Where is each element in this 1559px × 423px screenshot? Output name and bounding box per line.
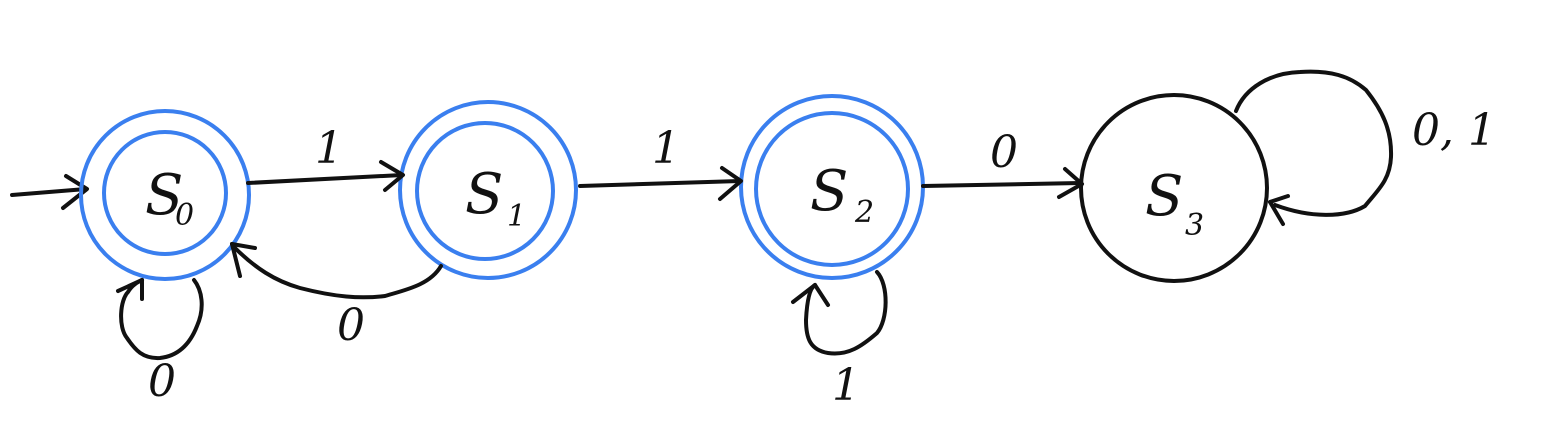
transition-s2-s3-label: 0 (990, 127, 1018, 178)
state-s2-label: S (810, 159, 848, 224)
state-s1-label: S (465, 162, 503, 227)
state-s1-inner-ring (415, 121, 555, 261)
transition-s2-loop: 1 (791, 270, 888, 411)
state-s1: S 1 (398, 100, 578, 280)
state-s3-label: S (1145, 164, 1183, 229)
transition-s2-s3: 0 (921, 127, 1084, 199)
transition-s0-loop: 0 (116, 278, 204, 407)
state-s3: S 3 (1079, 93, 1269, 283)
state-s1-subscript: 1 (507, 199, 526, 234)
transition-s0-s1: 1 (246, 123, 405, 192)
transition-s1-s2-label: 1 (652, 123, 680, 174)
start-arrow (10, 174, 89, 210)
transition-s2-loop-label: 1 (832, 360, 860, 411)
state-s2: S 2 (739, 94, 925, 280)
transition-s1-s0-label: 0 (337, 300, 365, 351)
transition-s3-loop-label: 0, 1 (1412, 105, 1496, 156)
state-s0-subscript: 0 (175, 198, 194, 233)
state-s3-subscript: 3 (1185, 208, 1204, 243)
state-s0: S 0 (79, 109, 251, 281)
state-s0-outer-ring (79, 109, 251, 281)
state-s0-inner-ring (102, 130, 228, 256)
transition-s1-s2: 1 (578, 123, 743, 201)
state-s2-inner-ring (754, 111, 910, 267)
transition-s0-s1-label: 1 (315, 123, 343, 174)
state-s2-subscript: 2 (854, 195, 874, 230)
transition-s1-s0: 0 (230, 242, 443, 351)
transition-s0-loop-label: 0 (148, 356, 176, 407)
state-s1-outer-ring (398, 100, 578, 280)
state-s0-label: S (145, 163, 183, 228)
transition-s3-loop: 0, 1 (1234, 69, 1496, 226)
state-s3-ring (1079, 93, 1269, 283)
